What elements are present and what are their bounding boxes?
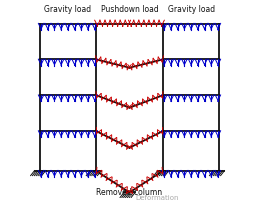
Text: Removed column: Removed column — [96, 187, 163, 197]
Text: Gravity load: Gravity load — [44, 5, 91, 14]
Text: Pushdown load: Pushdown load — [101, 5, 158, 14]
Text: Deformation: Deformation — [135, 195, 179, 200]
Text: Gravity load: Gravity load — [168, 5, 215, 14]
